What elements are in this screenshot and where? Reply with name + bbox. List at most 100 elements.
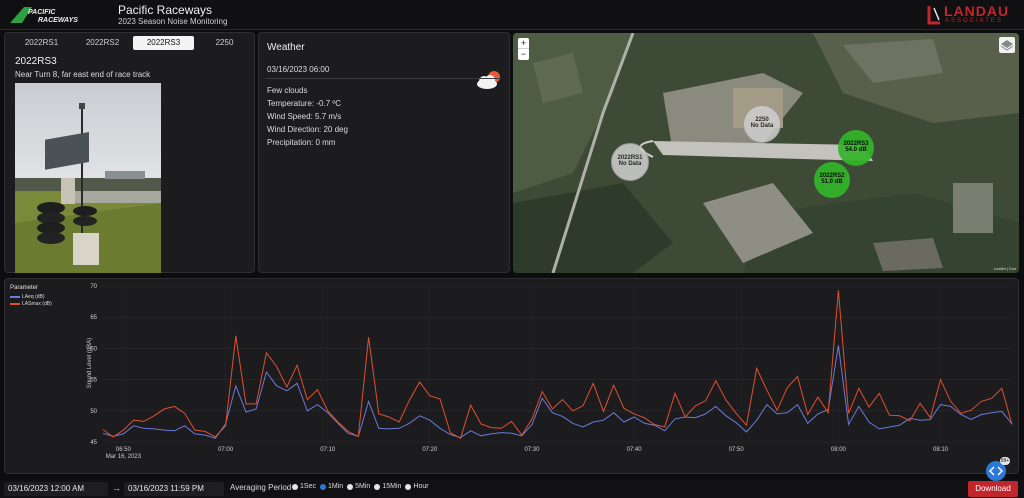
x-tick-label: 07:40 — [627, 447, 643, 453]
marker-2022rs3-name: 2022RS3 — [843, 141, 869, 147]
weather-condition: Few clouds — [267, 86, 308, 95]
chart-series — [102, 290, 1013, 440]
chart-panel — [4, 278, 1019, 474]
marker-2022rs3-value: 54.0 dB — [845, 147, 867, 153]
marker-2022rs1[interactable]: 2022RS1 No Data — [611, 143, 649, 181]
date-range-arrow: → — [112, 483, 121, 493]
end-date-input[interactable]: 03/16/2023 11:59 PM — [124, 482, 224, 496]
legend-title: Parameter — [10, 285, 39, 291]
radio-15min-label: 15Min — [382, 483, 402, 490]
weather-wind-direction: Wind Direction: 20 deg — [267, 125, 348, 134]
marker-2250-name: 2250 — [755, 117, 769, 123]
radio-15min-dot — [374, 483, 381, 490]
x-tick-label: Mar 16, 2023 — [106, 454, 142, 460]
code-icon — [988, 466, 1004, 476]
radio-5min-dot — [347, 483, 354, 490]
legend-item-laeq[interactable]: LAeq (dB) — [10, 294, 45, 300]
zoom-out-button[interactable]: − — [520, 49, 527, 59]
svg-text:PACIFIC: PACIFIC — [28, 9, 56, 16]
x-tick-label: 07:00 — [218, 447, 234, 453]
legend-label-laeq: LAeq (dB) — [22, 294, 45, 300]
marker-2022rs1-name: 2022RS1 — [617, 155, 643, 161]
tab-2250[interactable]: 2250 — [215, 38, 234, 47]
start-date-input[interactable]: 03/16/2023 12:00 AM — [4, 482, 108, 496]
weather-precipitation: Precipitation: 0 mm — [267, 138, 336, 147]
help-button[interactable] — [986, 461, 1006, 481]
weather-temperature: Temperature: -0.7 ºC — [267, 99, 342, 108]
weather-divider — [265, 78, 501, 79]
app-header: PACIFIC RACEWAYS Pacific Raceways 2023 S… — [0, 0, 1024, 30]
legend-item-lasmax[interactable]: LASmax (dB) — [10, 301, 52, 307]
legend-swatch-laeq — [10, 295, 20, 298]
landau-logo: LANDAU ASSOCIATES — [926, 3, 1016, 27]
map-zoom-control: + − — [518, 38, 529, 60]
radio-5min[interactable]: 5Min — [347, 483, 370, 490]
sensor-panel: 2022RS1 2022RS2 2022RS3 2250 2022RS3 Nea… — [4, 32, 255, 273]
y-tick-label: 70 — [90, 284, 97, 290]
radio-1sec[interactable]: 1Sec — [292, 483, 316, 490]
pacific-raceways-logo: PACIFIC RACEWAYS — [10, 7, 78, 24]
y-axis-label: Sound Level (dBA) — [87, 338, 93, 388]
footer-bar: 03/16/2023 12:00 AM → 03/16/2023 11:59 P… — [0, 480, 1024, 498]
averaging-period-label: Averaging Period — [230, 483, 292, 492]
series-line-lasmax[interactable] — [102, 290, 1013, 440]
x-tick-label: 07:30 — [524, 447, 540, 453]
averaging-period-options: 1Sec 1Min 5Min 15Min Hour — [292, 483, 429, 490]
marker-2022rs2[interactable]: 2022RS2 51.0 dB — [814, 162, 850, 198]
sensor-title: 2022RS3 — [15, 56, 57, 67]
x-tick-label: 08:00 — [831, 447, 847, 453]
sensor-photo — [15, 83, 161, 273]
marker-2022rs3[interactable]: 2022RS3 54.0 dB — [838, 130, 874, 166]
marker-2022rs2-name: 2022RS2 — [819, 173, 845, 179]
svg-text:RACEWAYS: RACEWAYS — [38, 17, 78, 24]
y-tick-label: 50 — [90, 409, 97, 415]
radio-hour-dot — [405, 483, 412, 490]
app-subtitle: 2023 Season Noise Monitoring — [118, 17, 228, 26]
y-tick-label: 55 — [90, 378, 97, 384]
x-tick-label: 06:50 — [116, 447, 132, 453]
satellite-map[interactable]: + − 2022RS1 No Data 2250 No Data 2022RS3… — [513, 33, 1019, 273]
download-button[interactable]: Download — [968, 481, 1018, 497]
radio-15min[interactable]: 15Min — [374, 483, 401, 490]
help-badge: 99+ — [1000, 457, 1010, 465]
weather-panel: Weather 03/16/2023 06:00 Few clouds Temp… — [258, 32, 510, 273]
y-tick-label: 60 — [90, 346, 97, 352]
landau-logo-sub: ASSOCIATES — [945, 18, 1003, 24]
weather-datetime: 03/16/2023 06:00 — [267, 65, 330, 74]
y-tick-label: 65 — [90, 315, 97, 321]
layers-button[interactable] — [999, 37, 1015, 53]
chart-grid — [103, 285, 1012, 443]
radio-1min-label: 1Min — [327, 483, 344, 490]
sensor-tabs: 2022RS1 2022RS2 2022RS3 2250 — [11, 36, 255, 50]
zoom-in-button[interactable]: + — [518, 38, 529, 49]
radio-1sec-dot — [292, 483, 298, 490]
marker-2022rs1-value: No Data — [618, 161, 642, 167]
radio-1sec-label: 1Sec — [300, 483, 316, 490]
radio-5min-label: 5Min — [355, 483, 371, 490]
y-tick-label: 45 — [90, 440, 97, 446]
app-title: Pacific Raceways — [118, 3, 213, 17]
x-tick-label: 07:50 — [729, 447, 745, 453]
radio-1min-dot — [319, 483, 326, 490]
radio-hour[interactable]: Hour — [405, 483, 429, 490]
marker-2250-value: No Data — [750, 123, 774, 129]
layers-icon — [1000, 40, 1014, 51]
legend-swatch-lasmax — [10, 302, 20, 305]
x-tick-label: 08:10 — [933, 447, 949, 453]
radio-1min[interactable]: 1Min — [319, 483, 344, 490]
cloud-sun-icon — [477, 71, 500, 89]
tab-2022rs2[interactable]: 2022RS2 — [85, 38, 120, 47]
series-line-laeq[interactable] — [102, 345, 1013, 439]
landau-logo-text: LANDAU — [944, 3, 1010, 19]
weather-title: Weather — [267, 42, 305, 53]
x-tick-label: 07:10 — [320, 447, 336, 453]
map-attribution[interactable]: Leaflet | Esri — [993, 266, 1016, 271]
marker-2250[interactable]: 2250 No Data — [743, 105, 781, 143]
weather-wind-speed: Wind Speed: 5.7 m/s — [267, 112, 342, 121]
sensor-description: Near Turn 8, far east end of race track — [15, 70, 151, 79]
tab-2022rs1[interactable]: 2022RS1 — [24, 38, 59, 47]
y-axis-ticks: 45 50 55 60 65 70 — [90, 284, 97, 446]
tab-2022rs3[interactable]: 2022RS3 — [133, 36, 194, 50]
